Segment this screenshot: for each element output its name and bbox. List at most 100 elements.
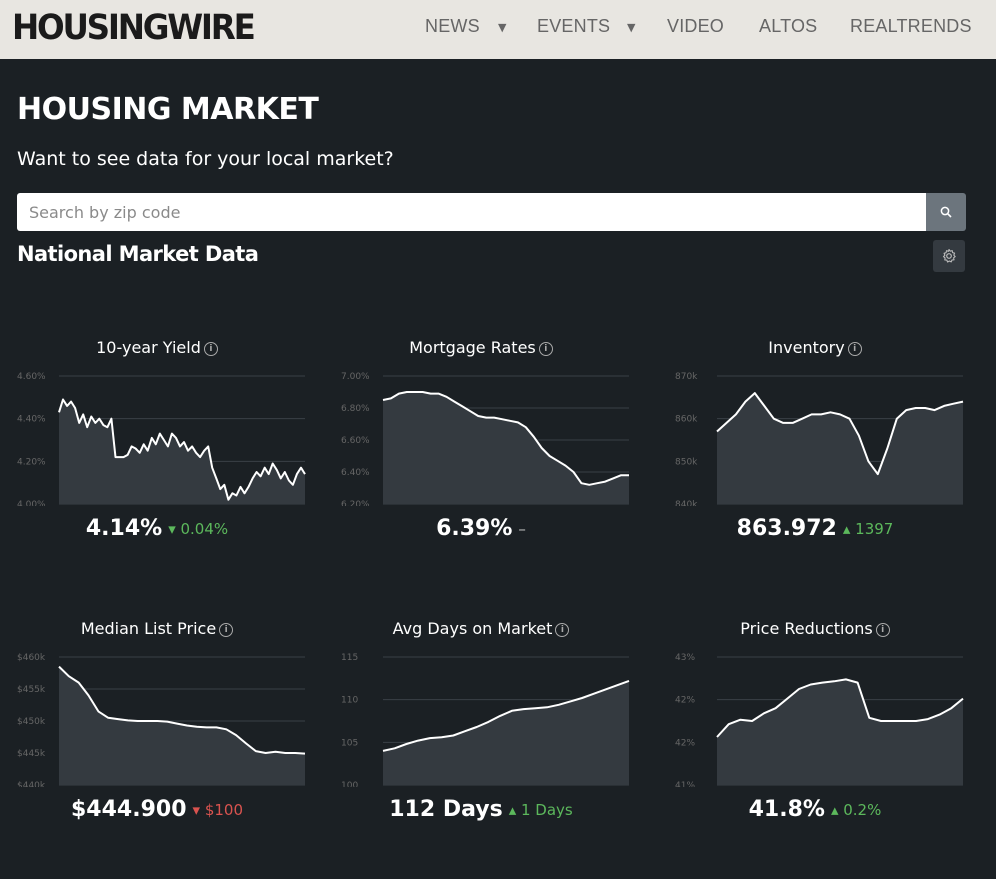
- nav-realtrends-label: REALTRENDS: [850, 16, 972, 36]
- card-title: 10-year Yield i: [7, 338, 307, 357]
- top-navigation-bar: HOUSINGWIRE NEWS ▼ EVENTS ▼ VIDEO ALTOS …: [0, 0, 996, 59]
- nav-altos-label: ALTOS: [759, 16, 818, 36]
- y-tick-label: 860k: [675, 415, 698, 425]
- card-title: Inventory i: [665, 338, 965, 357]
- series-area: [383, 680, 629, 785]
- y-tick-label: 4.00%: [17, 500, 46, 506]
- info-icon[interactable]: i: [555, 622, 570, 637]
- value-row: 863.972 ▴ 1397: [665, 516, 965, 541]
- y-tick-label: $455k: [17, 685, 46, 695]
- metric-change: ▴ 1 Days: [508, 800, 573, 819]
- value-row: $444.900 ▾ $100: [7, 797, 307, 822]
- series-line: [716, 392, 964, 476]
- nav-news-label: NEWS: [425, 16, 480, 36]
- info-icon[interactable]: i: [203, 341, 218, 356]
- chart: 7.00% 6.80% 6.60% 6.40% 6.20%: [341, 372, 629, 506]
- metric-change: –: [518, 519, 526, 538]
- y-tick-label: 105: [341, 738, 358, 748]
- y-tick-label: 42%: [675, 696, 695, 706]
- info-icon[interactable]: i: [847, 341, 862, 356]
- metric-value: 41.8%: [748, 797, 825, 822]
- y-tick-label: 850k: [675, 457, 698, 467]
- caret-down-icon: ▼: [498, 21, 507, 34]
- card-title: Median List Price i: [7, 619, 307, 638]
- series-line: [58, 398, 306, 501]
- nav-news[interactable]: NEWS: [425, 16, 480, 37]
- y-tick-label: 870k: [675, 372, 698, 382]
- metric-change: ▾ $100: [192, 800, 243, 819]
- gear-icon: [942, 248, 956, 263]
- search-button[interactable]: [926, 193, 966, 231]
- y-tick-label: 42%: [675, 738, 695, 748]
- value-row: 4.14% ▾ 0.04%: [7, 516, 307, 541]
- metric-card-price-reductions: Price Reductions i 43% 42% 42% 41% 41.8% ▴ 0.…: [665, 619, 965, 879]
- metric-value: 4.14%: [85, 516, 163, 541]
- chart: 115 110 105 100: [341, 653, 630, 787]
- metric-change: ▴ 1397: [842, 519, 894, 538]
- series-line: [382, 391, 629, 486]
- metric-card-10yr-yield: 10-year Yield i 4.60% 4.40% 4.20% 4.00% 4.14…: [7, 338, 307, 598]
- card-title: Avg Days on Market i: [331, 619, 631, 638]
- y-tick-label: 4.20%: [17, 457, 46, 467]
- housingwire-logo[interactable]: HOUSINGWIRE: [12, 8, 256, 48]
- nav-altos[interactable]: ALTOS: [759, 16, 817, 37]
- card-title-text: Mortgage Rates: [409, 338, 536, 357]
- value-row: 41.8% ▴ 0.2%: [665, 797, 965, 822]
- y-tick-label: 6.60%: [341, 436, 370, 446]
- value-row: 112 Days ▴ 1 Days: [331, 797, 631, 822]
- nav-video[interactable]: VIDEO: [667, 16, 724, 37]
- metric-value: $444.900: [71, 797, 187, 822]
- y-tick-label: 6.40%: [341, 468, 370, 478]
- nav-events[interactable]: EVENTS: [537, 16, 610, 37]
- card-title-text: Median List Price: [80, 619, 217, 638]
- metric-value: 112 Days: [389, 797, 503, 822]
- y-tick-label: 43%: [675, 653, 695, 663]
- card-title: Price Reductions i: [665, 619, 965, 638]
- metric-value: 6.39%: [436, 516, 513, 541]
- info-icon[interactable]: i: [875, 622, 890, 637]
- search-icon: [940, 206, 952, 218]
- y-tick-label: 6.20%: [341, 500, 370, 506]
- card-title-text: Inventory: [768, 338, 845, 357]
- page-subtitle: Want to see data for your local market?: [17, 148, 394, 170]
- card-title-text: Avg Days on Market: [392, 619, 553, 638]
- chart: 4.60% 4.40% 4.20% 4.00%: [17, 372, 306, 506]
- main-nav: NEWS ▼ EVENTS ▼ VIDEO ALTOS REALTRENDS: [396, 16, 996, 40]
- chart: 43% 42% 42% 41%: [675, 653, 964, 787]
- metric-card-inventory: Inventory i 870k 860k 850k 840k 863.972 ▴ 139…: [665, 338, 965, 598]
- caret-down-icon: ▼: [627, 21, 636, 34]
- nav-realtrends[interactable]: REALTRENDS: [850, 16, 972, 37]
- value-row: 6.39% –: [331, 516, 631, 541]
- series-area: [59, 666, 305, 785]
- chart: $460k $455k $450k $445k $440k: [17, 653, 306, 787]
- info-icon[interactable]: i: [219, 622, 234, 637]
- y-tick-label: 41%: [675, 781, 695, 787]
- y-tick-label: 6.80%: [341, 404, 370, 414]
- metric-card-mortgage-rates: Mortgage Rates i 7.00% 6.80% 6.60% 6.40% 6.20…: [331, 338, 631, 598]
- info-icon[interactable]: i: [538, 341, 553, 356]
- y-tick-label: 110: [341, 696, 358, 706]
- metric-change: ▴ 0.2%: [830, 800, 882, 819]
- metric-card-median-list-price: Median List Price i $460k $455k $450k $445k $…: [7, 619, 307, 879]
- section-title: National Market Data: [17, 242, 259, 266]
- zip-search-input[interactable]: [17, 193, 926, 231]
- metric-value: 863.972: [736, 516, 837, 541]
- series-line: [58, 665, 306, 755]
- metric-change: ▾ 0.04%: [168, 519, 229, 538]
- nav-events-label: EVENTS: [537, 16, 611, 36]
- series-line: [716, 678, 964, 738]
- series-area: [717, 393, 963, 504]
- y-tick-label: 115: [341, 653, 358, 663]
- series-area: [383, 392, 629, 504]
- series-area: [59, 399, 305, 504]
- y-tick-label: $450k: [17, 717, 46, 727]
- y-tick-label: $460k: [17, 653, 46, 663]
- chart: 870k 860k 850k 840k: [675, 372, 964, 506]
- metric-card-avg-days-on-market: Avg Days on Market i 115 110 105 100 112 Day…: [331, 619, 631, 879]
- y-tick-label: 100: [341, 781, 358, 787]
- nav-video-label: VIDEO: [667, 16, 725, 36]
- settings-button[interactable]: [933, 240, 965, 272]
- card-title: Mortgage Rates i: [331, 338, 631, 357]
- y-tick-label: $440k: [17, 781, 46, 787]
- y-tick-label: 4.60%: [17, 372, 46, 382]
